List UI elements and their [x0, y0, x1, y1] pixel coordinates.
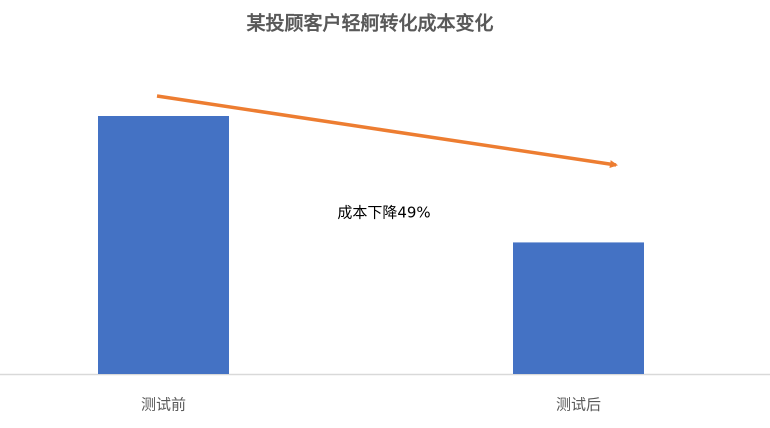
chart-title: 某投顾客户轻舸转化成本变化 [246, 12, 493, 35]
x-tick-label: 测试后 [556, 396, 601, 414]
x-tick-label: 测试前 [141, 396, 186, 414]
annotation: 成本下降49% [337, 204, 430, 222]
bar [513, 242, 644, 374]
trend-arrow [156, 94, 618, 169]
bar [98, 116, 229, 374]
